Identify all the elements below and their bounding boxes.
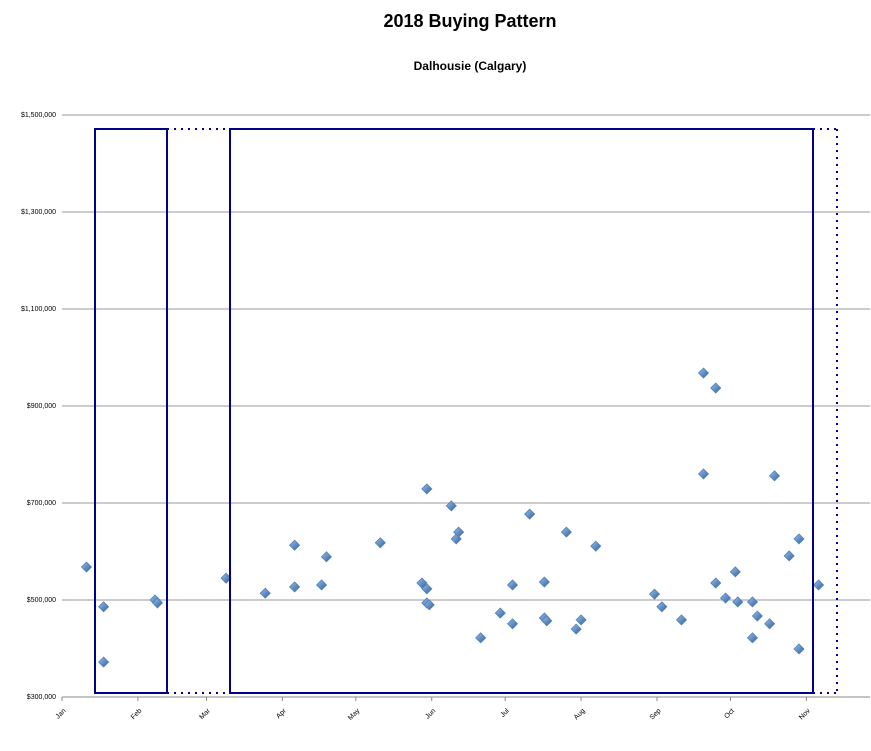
data-point bbox=[768, 470, 781, 482]
y-tick-label: $1,100,000 bbox=[21, 306, 56, 313]
data-point bbox=[729, 566, 741, 578]
data-point bbox=[259, 587, 271, 599]
x-tick-label: Apr bbox=[275, 707, 288, 720]
data-point bbox=[320, 551, 333, 563]
y-tick-label: $900,000 bbox=[27, 403, 56, 410]
data-point bbox=[475, 632, 487, 644]
data-point bbox=[151, 597, 164, 609]
x-tick-label: Nov bbox=[798, 707, 812, 721]
data-point bbox=[538, 576, 550, 588]
data-point bbox=[697, 367, 710, 379]
data-point bbox=[719, 592, 732, 604]
x-tick-label: May bbox=[347, 707, 362, 722]
data-point bbox=[746, 596, 759, 608]
data-point bbox=[374, 537, 386, 549]
chart-title: 2018 Buying Pattern bbox=[383, 11, 556, 31]
data-point bbox=[813, 579, 825, 591]
annotations bbox=[94, 128, 838, 694]
data-point bbox=[648, 588, 661, 600]
range-box bbox=[94, 128, 168, 694]
data-point bbox=[421, 483, 433, 495]
data-point bbox=[793, 533, 805, 545]
x-tick-label: Oct bbox=[723, 708, 736, 721]
data-point bbox=[732, 596, 744, 608]
chart-subtitle: Dalhousie (Calgary) bbox=[414, 59, 527, 73]
data-point bbox=[421, 583, 433, 595]
x-tick-label: Jun bbox=[424, 708, 437, 721]
data-point bbox=[506, 579, 519, 591]
data-point bbox=[315, 579, 328, 591]
y-tick-label: $1,300,000 bbox=[21, 209, 56, 216]
y-tick-label: $1,500,000 bbox=[21, 112, 56, 119]
plot-area: $300,000 $500,000 $700,000 $900,000 $1,100,0… bbox=[21, 112, 870, 722]
x-tick-label: Sep bbox=[649, 708, 663, 722]
data-point bbox=[793, 643, 805, 655]
y-tick-label: $700,000 bbox=[27, 500, 56, 507]
data-point bbox=[575, 614, 587, 626]
data-point bbox=[570, 623, 582, 635]
data-point bbox=[710, 577, 722, 589]
data-point bbox=[98, 656, 110, 668]
data-point bbox=[656, 601, 668, 613]
data-point bbox=[697, 468, 710, 480]
data-point bbox=[783, 550, 795, 562]
data-point bbox=[506, 618, 519, 630]
data-point bbox=[541, 615, 553, 627]
data-point bbox=[494, 607, 506, 619]
data-point bbox=[80, 561, 93, 573]
x-tick-label: Aug bbox=[573, 708, 587, 722]
data-point bbox=[560, 526, 572, 538]
data-point bbox=[675, 614, 688, 626]
x-tick-label: Mar bbox=[199, 707, 213, 721]
data-point bbox=[98, 601, 110, 613]
data-point bbox=[590, 540, 602, 552]
data-point bbox=[751, 610, 763, 622]
data-point bbox=[416, 577, 428, 589]
y-tick-label: $500,000 bbox=[27, 597, 56, 604]
data-point bbox=[746, 632, 759, 644]
range-box bbox=[229, 128, 814, 694]
data-point bbox=[764, 618, 776, 630]
x-tick-label: Feb bbox=[130, 708, 144, 722]
y-tick-label: $300,000 bbox=[27, 694, 56, 701]
data-point bbox=[445, 500, 457, 512]
data-point bbox=[710, 382, 722, 394]
data-point bbox=[453, 526, 465, 538]
data-point bbox=[289, 581, 301, 593]
data-point bbox=[524, 508, 536, 520]
data-point bbox=[423, 599, 435, 611]
data-point bbox=[289, 539, 301, 551]
x-tick-label: Jan bbox=[55, 708, 68, 721]
x-tick-label: Jul bbox=[499, 707, 511, 719]
